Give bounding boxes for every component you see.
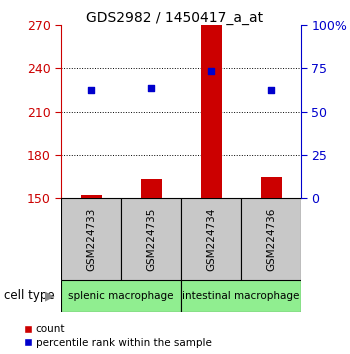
Text: GSM224733: GSM224733: [86, 207, 96, 271]
Bar: [121, 198, 181, 280]
Bar: [260, 177, 281, 198]
Legend: count, percentile rank within the sample: count, percentile rank within the sample: [19, 320, 216, 352]
Bar: [181, 280, 301, 312]
Text: splenic macrophage: splenic macrophage: [69, 291, 174, 301]
Text: GSM224734: GSM224734: [206, 207, 216, 271]
Text: GSM224735: GSM224735: [146, 207, 156, 271]
Bar: [61, 280, 181, 312]
Text: GSM224736: GSM224736: [266, 207, 276, 271]
Point: [89, 87, 94, 93]
Text: intestinal macrophage: intestinal macrophage: [182, 291, 300, 301]
Point: [208, 68, 214, 74]
Bar: [61, 198, 121, 280]
Point: [268, 87, 274, 93]
Text: ▶: ▶: [45, 289, 54, 302]
Bar: [181, 198, 241, 280]
Text: GDS2982 / 1450417_a_at: GDS2982 / 1450417_a_at: [86, 11, 264, 25]
Bar: [81, 195, 102, 198]
Text: cell type: cell type: [4, 289, 54, 302]
Bar: [201, 25, 222, 198]
Bar: [241, 198, 301, 280]
Bar: [141, 179, 162, 198]
Point: [148, 86, 154, 91]
